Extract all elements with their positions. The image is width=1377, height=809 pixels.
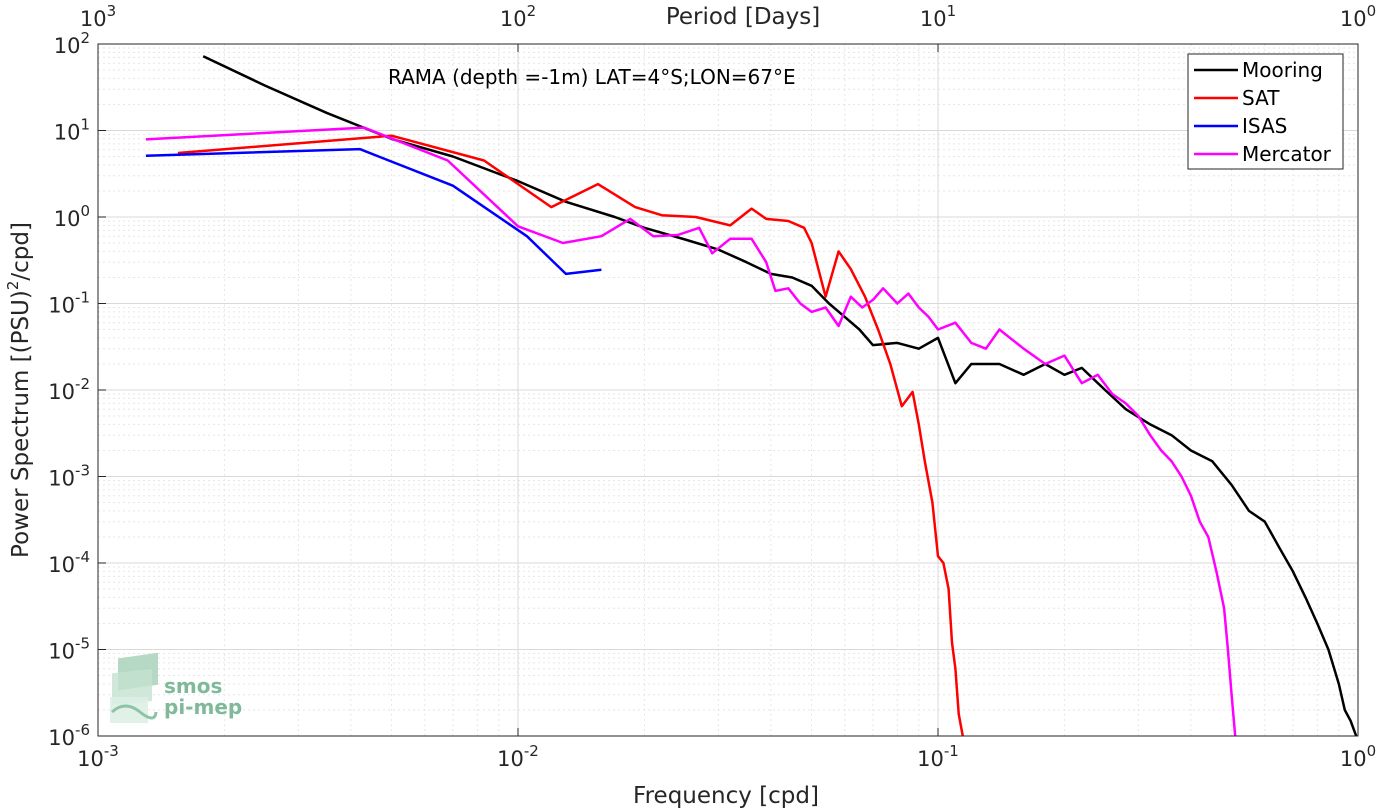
y-axis-label: Power Spectrum [(PSU)2/cpd] — [4, 222, 34, 558]
series-layer — [145, 55, 1358, 736]
x-tick-label: 10-3 — [77, 742, 119, 771]
legend-box — [1187, 53, 1344, 170]
y-label-sup: 2 — [4, 281, 22, 291]
y-tick-label: 10-6 — [48, 721, 90, 750]
legend: Mooring SAT ISAS Mercator — [1187, 53, 1344, 170]
smos-logo: smos pi-mep — [110, 652, 242, 723]
logo-mark-icon — [110, 652, 158, 723]
y-label-prefix: Power Spectrum [(PSU) — [8, 290, 34, 558]
series-line-isas — [145, 147, 602, 276]
x2-tick-label: 100 — [1340, 2, 1376, 31]
y-tick-label: 10-5 — [48, 635, 90, 664]
series-line-sat — [177, 134, 965, 736]
x2-tick-label: 103 — [80, 2, 116, 31]
logo-text-pimep: pi-mep — [164, 695, 242, 719]
x-tick-label: 100 — [1340, 742, 1376, 771]
y-tick-label: 10-4 — [48, 548, 90, 577]
series-line-mercator — [145, 126, 1237, 736]
logo-text-smos: smos — [164, 674, 222, 698]
y-tick-label: 10-1 — [48, 289, 90, 318]
chart-title: RAMA (depth =-1m) LAT=4°S;LON=67°E — [388, 65, 796, 89]
y-tick-label: 102 — [54, 29, 90, 58]
y-label-suffix: /cpd] — [8, 222, 34, 281]
y-tick-label: 100 — [54, 202, 90, 231]
legend-label-isas: ISAS — [1242, 114, 1287, 138]
legend-label-sat: SAT — [1242, 86, 1280, 110]
series-line-mooring — [202, 55, 1358, 736]
x2-tick-label: 102 — [500, 2, 536, 31]
legend-label-mercator: Mercator — [1242, 142, 1332, 166]
x2-tick-label: 101 — [920, 2, 956, 31]
y-tick-label: 10-3 — [48, 462, 90, 491]
legend-label-mooring: Mooring — [1242, 58, 1323, 82]
y-tick-label: 101 — [54, 116, 90, 145]
x-axis-label: Frequency [cpd] — [633, 783, 819, 809]
x-tick-label: 10-2 — [497, 742, 539, 771]
x2-axis-label: Period [Days] — [666, 4, 820, 30]
y-tick-label: 10-2 — [48, 375, 90, 404]
x-tick-label: 10-1 — [917, 742, 959, 771]
